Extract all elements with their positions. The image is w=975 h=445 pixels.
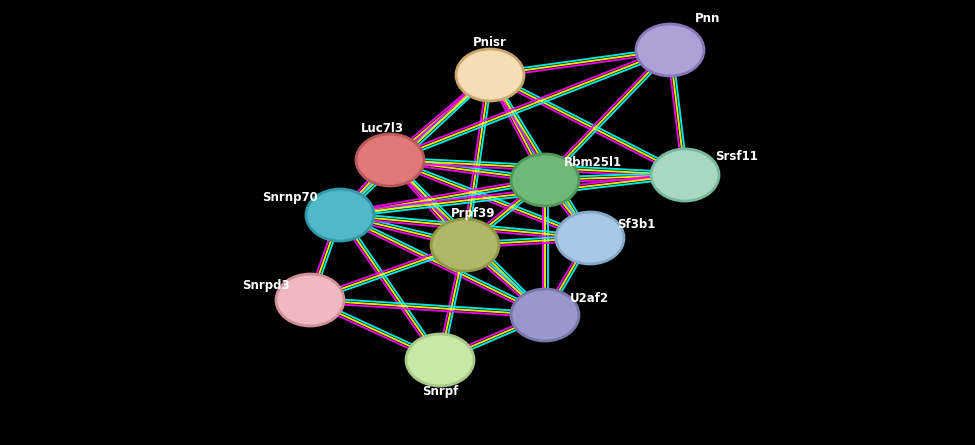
- Text: Luc7l3: Luc7l3: [361, 121, 404, 134]
- Text: Snrpf: Snrpf: [422, 385, 458, 399]
- Ellipse shape: [356, 134, 424, 186]
- Ellipse shape: [651, 149, 719, 201]
- Ellipse shape: [276, 274, 344, 326]
- Text: Srsf11: Srsf11: [716, 150, 759, 163]
- Text: Snrnp70: Snrnp70: [262, 190, 318, 203]
- Ellipse shape: [306, 189, 374, 241]
- Text: Snrpd3: Snrpd3: [242, 279, 290, 292]
- Ellipse shape: [431, 219, 499, 271]
- Ellipse shape: [511, 154, 579, 206]
- Ellipse shape: [406, 334, 474, 386]
- Text: Rbm25l1: Rbm25l1: [564, 155, 622, 169]
- Text: Prpf39: Prpf39: [450, 206, 495, 219]
- Text: Sf3b1: Sf3b1: [617, 218, 655, 231]
- Ellipse shape: [636, 24, 704, 76]
- Text: Pnn: Pnn: [695, 12, 721, 24]
- Ellipse shape: [556, 212, 624, 264]
- Text: Pnisr: Pnisr: [473, 36, 507, 49]
- Ellipse shape: [511, 289, 579, 341]
- Text: U2af2: U2af2: [569, 292, 608, 306]
- Ellipse shape: [456, 49, 524, 101]
